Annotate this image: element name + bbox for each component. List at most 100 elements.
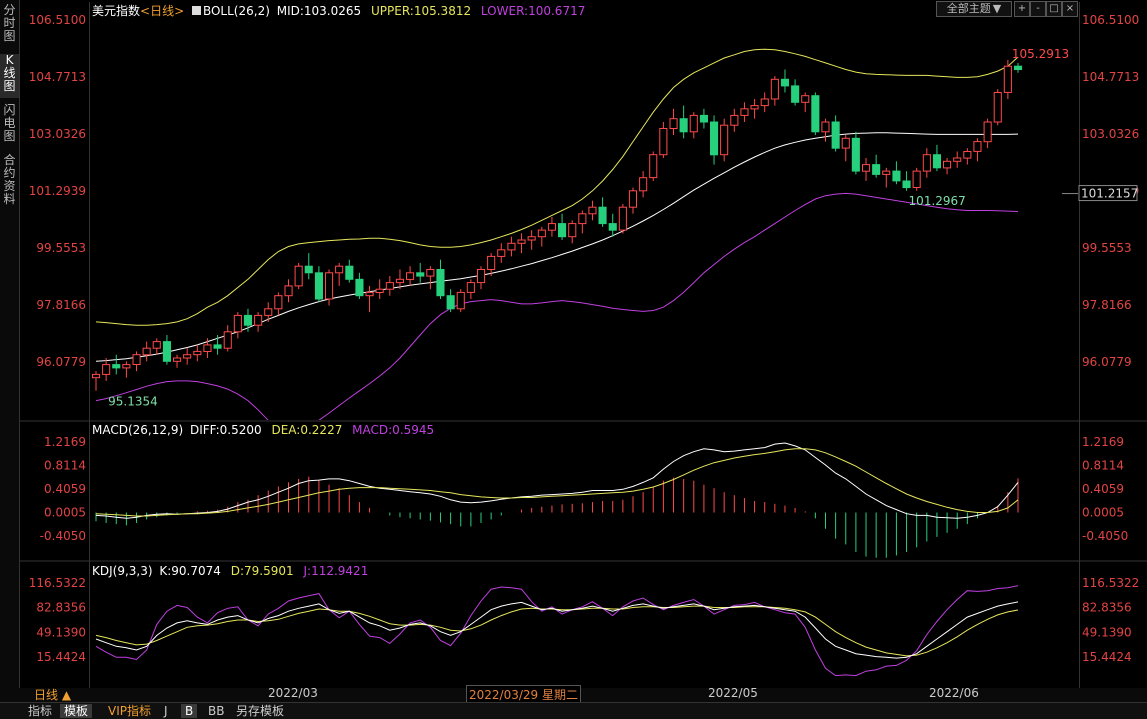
- kdj-tick-right: 82.8356: [1082, 601, 1132, 615]
- instrument-title: 美元指数: [92, 4, 141, 18]
- tab-kline[interactable]: K线图: [0, 54, 19, 98]
- macd-header: MACD(26,12,9) DIFF:0.5200 DEA:0.2227 MAC…: [92, 423, 434, 437]
- candle-body: [436, 269, 445, 297]
- tab-j[interactable]: J: [164, 704, 168, 718]
- candle-body: [558, 223, 567, 238]
- candle-body: [385, 282, 394, 290]
- kdj-tick-left: 49.1390: [36, 625, 86, 639]
- period-selector[interactable]: 日线 ▲: [34, 688, 72, 702]
- chevron-down-icon: ▼: [992, 2, 1002, 15]
- kdj-tick-left: 116.5322: [29, 576, 86, 590]
- candle-body: [608, 223, 617, 231]
- candle-body: [770, 78, 779, 100]
- kdj-tick-right: 15.4424: [1082, 650, 1132, 664]
- candle-body: [497, 249, 506, 257]
- candle-body: [142, 347, 151, 356]
- candle-body: [193, 350, 202, 356]
- candle-body: [811, 95, 820, 133]
- low-annotation-left: 95.1354: [108, 395, 158, 409]
- boll-upper: UPPER:105.3812: [370, 4, 472, 18]
- boll-icon: [191, 6, 201, 15]
- price-tick-right: 106.5100: [1082, 13, 1139, 27]
- candle-body: [943, 160, 952, 169]
- candle-body: [122, 364, 131, 369]
- candle-body: [355, 278, 364, 297]
- tab-contract-info[interactable]: 合约资料: [3, 153, 16, 206]
- macd-tick-left: 0.0005: [44, 505, 86, 519]
- zoom-out-button[interactable]: -: [1030, 1, 1046, 17]
- candle-body: [639, 177, 648, 192]
- candle-body: [912, 170, 921, 189]
- high-annotation: 105.2913: [1012, 47, 1069, 61]
- y-axes: 106.5100 106.5100 104.7713 104.7713 103.0326…: [29, 13, 1140, 664]
- candle-body: [821, 121, 830, 133]
- kdj-k-line: [95, 601, 1019, 659]
- candle-body: [517, 239, 526, 244]
- tab-b[interactable]: B: [181, 704, 198, 718]
- candle-body: [314, 272, 323, 300]
- close-button[interactable]: ×: [1062, 1, 1078, 17]
- candle-body: [92, 373, 101, 379]
- price-tick-left: 96.0779: [36, 355, 86, 369]
- candle-body: [862, 164, 871, 172]
- candle-body: [568, 223, 577, 238]
- tab-flash-chart[interactable]: 闪电图: [3, 103, 16, 143]
- candle-body: [507, 242, 516, 251]
- time-label: 2022/05: [708, 686, 758, 700]
- candle-body: [801, 95, 810, 103]
- kdj-header: KDJ(9,3,3) K:90.7074 D:79.5901 J:112.942…: [92, 564, 368, 578]
- tab-bb[interactable]: BB: [208, 704, 225, 718]
- candle-body: [274, 295, 283, 310]
- candle-body: [102, 364, 111, 375]
- zoom-in-button[interactable]: +: [1014, 1, 1030, 17]
- candle-body: [243, 314, 252, 326]
- candle-body: [689, 114, 698, 133]
- cursor-time-label: 2022/03/29 星期二: [466, 685, 581, 704]
- candle-body: [446, 295, 455, 310]
- macd-value: MACD:0.5945: [352, 423, 435, 437]
- tab-save-template[interactable]: 另存模板: [236, 704, 285, 718]
- price-tick-right: 96.0779: [1082, 355, 1132, 369]
- macd-tick-left: 1.2169: [44, 435, 86, 449]
- candle-body: [882, 170, 891, 175]
- macd-tick-right: 0.8114: [1082, 459, 1124, 473]
- last-price-box: [1078, 185, 1138, 202]
- macd-dea: DEA:0.2227: [271, 423, 343, 437]
- time-axis: 日线 ▲ 2022/03 2022/03/29 星期二 2022/05 2022…: [0, 685, 1147, 704]
- candle-body: [375, 288, 384, 294]
- last-price-label: 101.2157: [1081, 187, 1138, 201]
- candle-body: [406, 272, 415, 280]
- tab-indicators[interactable]: 指标: [28, 704, 53, 718]
- candle-body: [841, 137, 850, 149]
- candle-body: [426, 269, 435, 277]
- triangle-up-icon: ▲: [61, 688, 72, 702]
- macd-tick-right: 1.2169: [1082, 435, 1124, 449]
- tab-templates[interactable]: 模板: [60, 704, 93, 718]
- candle-body: [740, 108, 749, 116]
- candle-body: [750, 105, 759, 110]
- candle-body: [932, 154, 942, 169]
- kdj-j-line: [95, 585, 1019, 677]
- tab-vip-indicators[interactable]: VIP指标: [108, 704, 151, 718]
- candle-body: [760, 98, 769, 107]
- macd-pane: [95, 442, 1019, 558]
- candle-body: [618, 206, 627, 231]
- candle-body: [669, 118, 678, 129]
- candle-body: [456, 291, 465, 310]
- candle-body: [973, 141, 982, 152]
- candle-body: [183, 354, 192, 359]
- candle-body: [223, 331, 232, 349]
- left-sidebar: 分时图 K线图 闪电图 合约资料: [0, 0, 20, 690]
- candle-body: [325, 272, 334, 300]
- candle-body: [345, 265, 354, 280]
- candle-body: [831, 121, 840, 149]
- theme-dropdown[interactable]: 全部主题 ▼: [936, 1, 1012, 17]
- tab-timeshare[interactable]: 分时图: [3, 3, 16, 43]
- maximize-button[interactable]: □: [1046, 1, 1062, 17]
- kdj-d: D:79.5901: [230, 564, 294, 578]
- plot-frame: [89, 2, 1080, 688]
- candle-body: [983, 121, 992, 143]
- macd-tick-right: 0.0005: [1082, 505, 1124, 519]
- kdj-k: K:90.7074: [159, 564, 221, 578]
